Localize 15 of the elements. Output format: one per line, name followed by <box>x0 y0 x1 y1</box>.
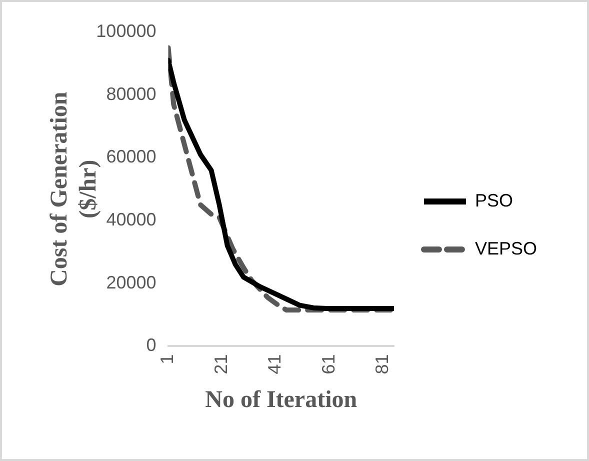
y-axis-title: Cost of Generation ($/hr) <box>46 92 102 286</box>
y-tick-label: 100000 <box>96 20 156 41</box>
legend-label: VEPSO <box>474 238 538 258</box>
x-tick-label: 81 <box>372 354 392 374</box>
legend-label: PSO <box>474 190 513 210</box>
x-tick-label: 21 <box>210 354 231 374</box>
y-tick-label: 40000 <box>106 209 156 230</box>
x-tick-label: 41 <box>264 354 285 374</box>
y-tick-label: 80000 <box>106 84 156 104</box>
x-axis-title: No of Iteration <box>205 386 358 413</box>
y-tick-label: 60000 <box>106 146 156 167</box>
y-tick-label: 20000 <box>106 272 156 292</box>
x-tick-label: 1 <box>157 354 178 364</box>
y-tick-label: 0 <box>146 335 156 356</box>
x-tick-label: 61 <box>318 354 338 374</box>
